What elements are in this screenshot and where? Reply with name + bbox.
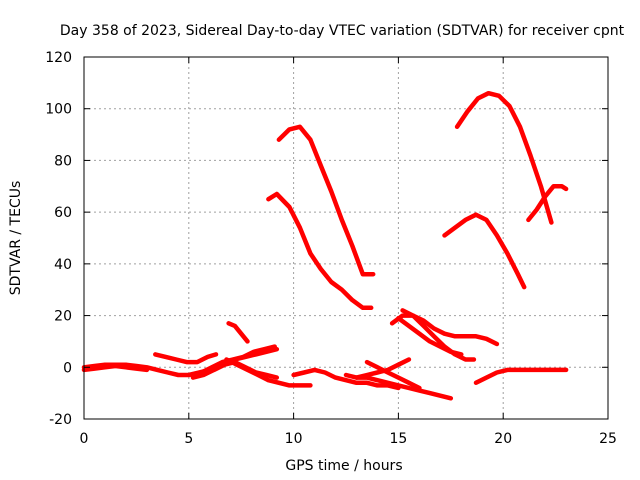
series-arc-17 — [291, 367, 401, 391]
y-tick-label: 0 — [63, 360, 72, 376]
chart-title: Day 358 of 2023, Sidereal Day-to-day VTE… — [60, 23, 625, 39]
axis-ticks: 0 5 10 15 20 25 -20 0 20 40 60 80 100 120 — [45, 50, 617, 447]
series-arc-10 — [81, 363, 150, 373]
series-arc-16 — [226, 321, 250, 344]
y-tick-label: 20 — [54, 309, 72, 325]
x-tick-label: 15 — [389, 431, 407, 447]
series-arc-6 — [389, 313, 500, 347]
series-arc-4 — [442, 212, 527, 290]
series-arc-2 — [266, 191, 374, 311]
series-arc-3 — [454, 90, 554, 225]
series-arc-8 — [396, 315, 464, 357]
series-arc-13 — [199, 344, 277, 375]
series-arc-7 — [400, 308, 477, 362]
x-tick-label: 25 — [599, 431, 617, 447]
x-axis-label: GPS time / hours — [285, 458, 402, 474]
series-arc-5 — [526, 184, 569, 223]
series-arc-15 — [211, 359, 280, 380]
y-tick-label: 60 — [54, 205, 72, 221]
y-axis-label: SDTVAR / TECUs — [8, 181, 24, 296]
y-tick-label: -20 — [49, 412, 72, 428]
x-tick-label: 5 — [184, 431, 193, 447]
y-tick-label: 80 — [54, 153, 72, 169]
series-arc-21 — [473, 367, 569, 386]
series-arc-11 — [153, 352, 219, 365]
series-arc-9 — [81, 362, 213, 378]
y-tick-label: 40 — [54, 257, 72, 273]
y-tick-label: 120 — [45, 50, 72, 66]
x-tick-label: 20 — [494, 431, 512, 447]
plot-frame — [83, 56, 609, 420]
y-tick-label: 100 — [45, 102, 72, 118]
x-tick-label: 10 — [285, 431, 303, 447]
series-arc-1 — [276, 124, 376, 277]
grid — [84, 57, 608, 419]
data-series — [81, 90, 569, 401]
series-arc-20 — [364, 359, 422, 391]
x-tick-label: 0 — [80, 431, 89, 447]
